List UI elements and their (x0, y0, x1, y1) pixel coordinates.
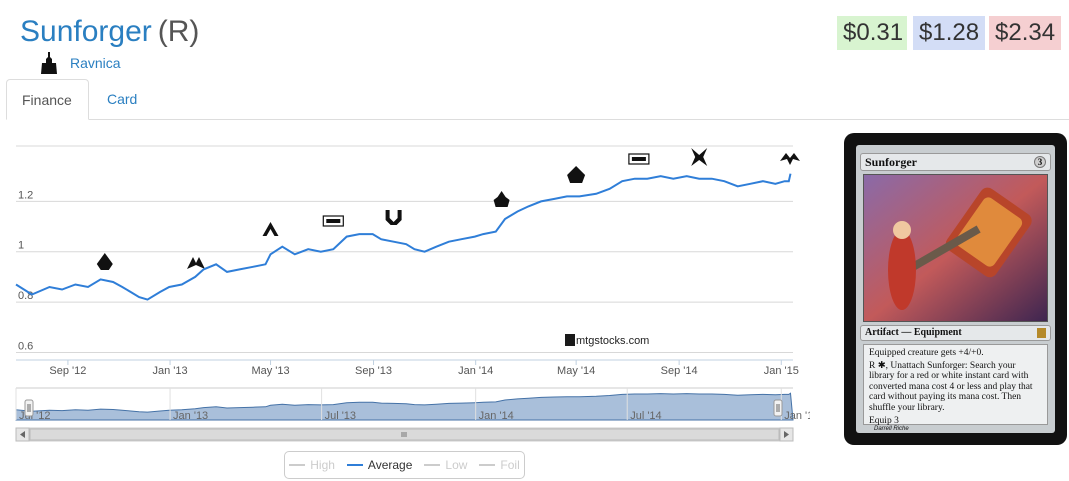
navigator-tick-label: Jul '14 (630, 410, 661, 422)
range-navigator[interactable]: Jul '12 Jan '13 Jul '13 Jan '14 Jul '14 Jan '… (15, 387, 810, 422)
equip-text: Equip 3 (869, 415, 899, 426)
card-artwork (863, 174, 1048, 322)
legend-foil-label: Foil (500, 458, 520, 472)
navigator-tick-label: Jul '13 (325, 410, 356, 422)
set-release-markers (96, 148, 800, 270)
navigator-area (15, 392, 794, 421)
x-axis-labels: Sep '12 Jan '13 May '13 Sep '13 Jan '14 May '… (49, 360, 799, 377)
tab-finance[interactable]: Finance (6, 79, 89, 120)
chevron-right-icon (784, 431, 789, 438)
theros-set-icon (385, 210, 402, 225)
x-tick-label: Jan '15 (764, 365, 799, 377)
navigator-tick-label: Jul '12 (19, 410, 50, 422)
price-history-chart[interactable]: 0.6 0.8 1 1.2 Sep '12 Jan '13 May '13 Sep '13 J… (0, 130, 810, 481)
tab-card[interactable]: Card (107, 91, 138, 107)
average-price-badge: $1.28 (913, 16, 985, 50)
card-artist-credit: Darrell Riche (874, 426, 909, 432)
card-image: Sunforger 3 Artifact (844, 133, 1067, 445)
mana-cost-icon: 3 (1034, 156, 1046, 168)
y-tick-label: 1.2 (18, 189, 33, 201)
magic-2015-set-icon (628, 153, 650, 165)
x-tick-label: May '14 (557, 365, 595, 377)
low-price-badge: $0.31 (837, 16, 907, 50)
card-type-line: Artifact — Equipment (865, 327, 962, 338)
mtgstocks-logo-icon (565, 334, 575, 346)
x-tick-label: Sep '13 (355, 365, 392, 377)
navigator-tick-label: Jan '15 (784, 410, 810, 422)
y-tick-label: 0.8 (18, 290, 33, 302)
return-to-ravnica-set-icon (96, 253, 113, 270)
card-image-name: Sunforger (865, 155, 917, 169)
tab-bar: Finance Card (6, 79, 1069, 120)
x-tick-label: May '13 (251, 365, 289, 377)
fate-reforged-set-icon (780, 153, 800, 165)
journey-into-nyx-set-icon (567, 166, 586, 183)
credit-text: mtgstocks.com (576, 335, 649, 347)
legend-foil[interactable]: Foil (479, 458, 520, 472)
legend-average-label: Average (367, 458, 413, 472)
chevron-left-icon (20, 431, 25, 438)
mtgstocks-credit: mtgstocks.com (565, 334, 649, 347)
card-set-symbol-icon (1037, 328, 1046, 338)
average-price-line (15, 173, 792, 301)
chart-scrollbar[interactable] (15, 427, 794, 442)
rules-line-1: Equipped creature gets +4/+0. (869, 348, 984, 358)
card-rules-text: Equipped creature gets +4/+0. R ✱, Unatt… (863, 344, 1048, 426)
high-price-badge: $2.34 (989, 16, 1061, 50)
navigator-tick-label: Jan '13 (173, 410, 208, 422)
legend-average[interactable]: Average (346, 458, 413, 472)
navigator-right-handle[interactable] (773, 399, 783, 417)
x-tick-label: Sep '14 (661, 365, 698, 377)
y-axis-labels: 0.6 0.8 1 1.2 (18, 189, 33, 352)
rules-line-2: R ✱, Unattach Sunforger: Search your lib… (869, 360, 1033, 413)
ravnica-set-icon (41, 52, 57, 74)
x-tick-label: Jan '14 (458, 365, 493, 377)
legend-low[interactable]: Low (424, 458, 467, 472)
y-tick-label: 0.6 (18, 340, 33, 352)
dragons-maze-set-icon (262, 222, 279, 236)
chart-legend: High Average Low Foil (284, 451, 525, 479)
magic-2014-set-icon (322, 215, 344, 227)
legend-high-label: High (310, 458, 335, 472)
khans-of-tarkir-set-icon (691, 148, 708, 166)
legend-low-label: Low (445, 458, 468, 472)
legend-high[interactable]: High (289, 458, 335, 472)
card-name: Sunforger (20, 15, 152, 48)
born-of-the-gods-set-icon (493, 191, 510, 207)
card-rarity: (R) (157, 15, 200, 48)
navigator-left-handle[interactable] (24, 399, 34, 417)
y-tick-label: 1 (18, 240, 24, 252)
set-name-link[interactable]: Ravnica (70, 55, 121, 71)
x-tick-label: Sep '12 (49, 365, 86, 377)
card-title: Sunforger (R) (20, 12, 199, 52)
gatecrash-set-icon (187, 257, 205, 269)
chart-grid (16, 145, 793, 361)
navigator-tick-label: Jan '14 (479, 410, 514, 422)
set-row: Ravnica (40, 52, 121, 74)
x-tick-label: Jan '13 (152, 365, 187, 377)
